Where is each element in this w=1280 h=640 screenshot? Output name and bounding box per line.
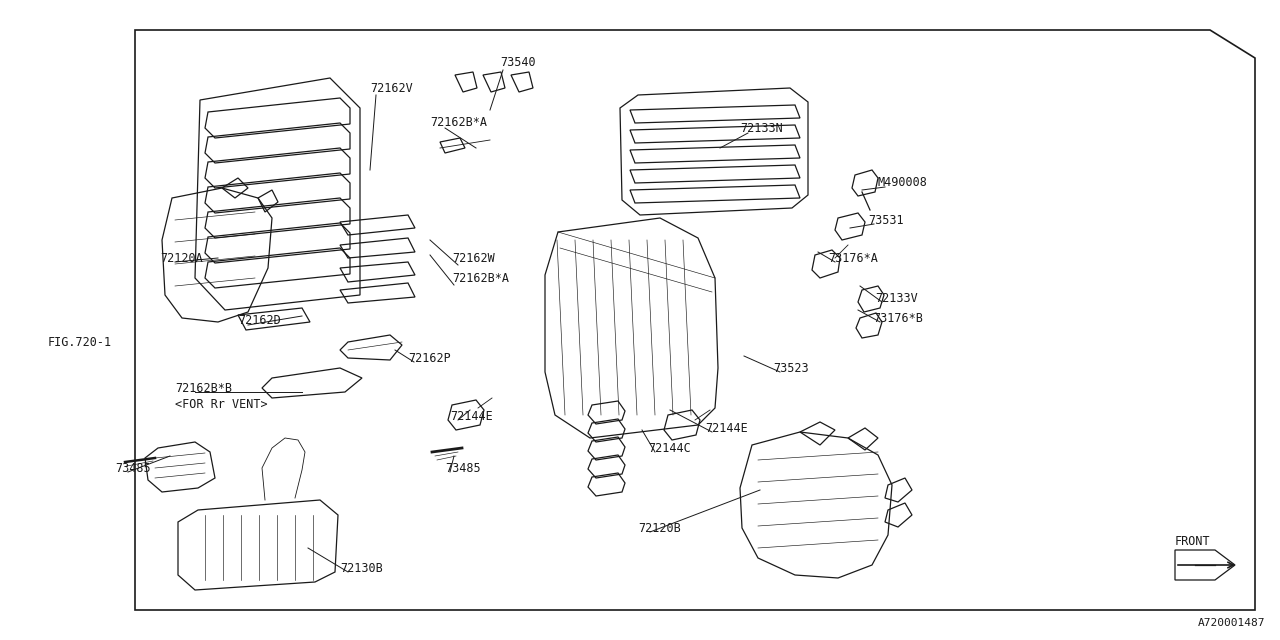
Text: 73485: 73485 <box>115 461 151 474</box>
Text: 72162B*A: 72162B*A <box>452 271 509 285</box>
Text: 72120A: 72120A <box>160 252 202 264</box>
Text: <FOR Rr VENT>: <FOR Rr VENT> <box>175 397 268 410</box>
Text: 72162B*A: 72162B*A <box>430 115 486 129</box>
Text: 72133V: 72133V <box>876 291 918 305</box>
Text: 72162B*B: 72162B*B <box>175 381 232 394</box>
Text: FRONT: FRONT <box>1175 535 1211 548</box>
Text: 73531: 73531 <box>868 214 904 227</box>
Text: 73523: 73523 <box>773 362 809 374</box>
Text: 72162P: 72162P <box>408 351 451 365</box>
Text: 72144C: 72144C <box>648 442 691 454</box>
Text: 73176*A: 73176*A <box>828 252 878 264</box>
Text: 72133N: 72133N <box>740 122 783 134</box>
Text: 72120B: 72120B <box>637 522 681 534</box>
Text: 73176*B: 73176*B <box>873 312 923 324</box>
Text: 72144E: 72144E <box>451 410 493 422</box>
Text: 73485: 73485 <box>445 461 480 474</box>
Text: 72162D: 72162D <box>238 314 280 326</box>
Text: 72144E: 72144E <box>705 422 748 435</box>
Text: FIG.720-1: FIG.720-1 <box>49 335 113 349</box>
Text: 72162V: 72162V <box>370 81 412 95</box>
Text: 72130B: 72130B <box>340 561 383 575</box>
Text: 72162W: 72162W <box>452 252 495 264</box>
Text: 73540: 73540 <box>500 56 535 68</box>
Text: M490008: M490008 <box>878 175 928 189</box>
Text: A720001487: A720001487 <box>1198 618 1265 628</box>
